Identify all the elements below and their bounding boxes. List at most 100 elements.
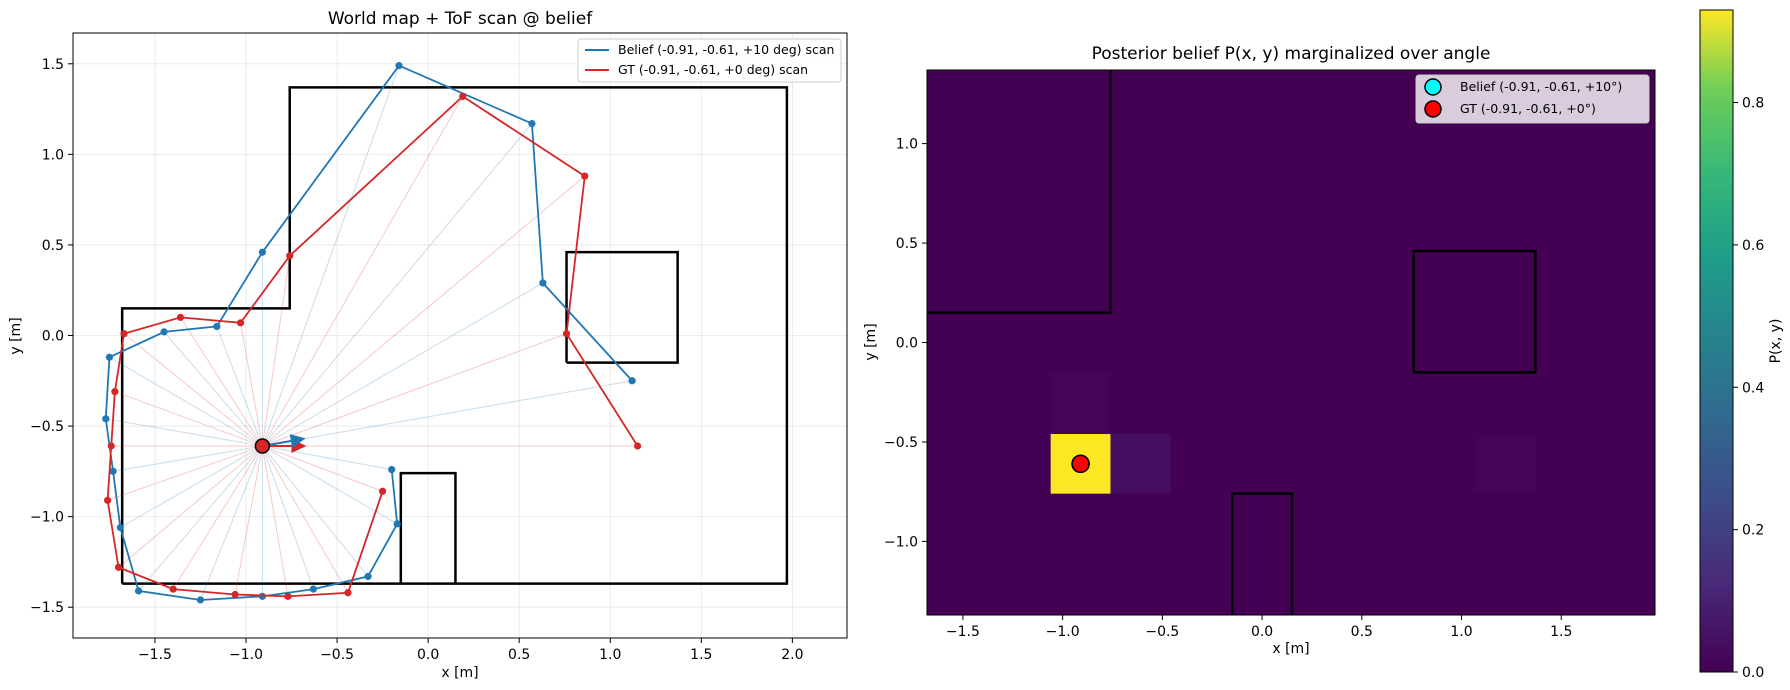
robot-position-marker <box>254 438 271 454</box>
scan-ray <box>261 445 314 590</box>
scan-ray <box>105 418 263 447</box>
right-x-tick-label: 1.5 <box>1550 624 1572 640</box>
belief-scan-point <box>528 119 536 128</box>
belief-scan-point <box>213 322 221 331</box>
gt-scan-point <box>120 330 128 338</box>
scan-ray <box>240 322 263 447</box>
scan-ray <box>262 333 567 447</box>
gt-scan-point <box>459 92 467 100</box>
legend-label-belief: Belief (-0.91, -0.61, +10 deg) scan <box>618 42 834 57</box>
gt-scan-point <box>562 330 571 338</box>
belief-scan-point <box>102 415 110 423</box>
right-legend: Belief (-0.91, -0.61, +10°) GT (-0.91, -… <box>1415 74 1650 124</box>
gt-scan-point <box>176 313 185 321</box>
gt-scan-point <box>114 563 123 571</box>
right-x-tick-label: 0.5 <box>1351 624 1373 640</box>
right-y-tick-label: 1.0 <box>896 137 918 153</box>
left-grid <box>73 33 847 638</box>
left-x-tick-label: 2.0 <box>781 647 803 663</box>
left-x-axis-label: x [m] <box>441 665 478 681</box>
gt-scan-point <box>169 585 177 593</box>
gt-scan-point <box>581 172 589 180</box>
box-obstacle <box>1412 249 1537 374</box>
posterior-belief-panel: Posterior belief P(x, y) marginalized ov… <box>863 44 1656 657</box>
left-x-tick-label: −0.5 <box>320 647 354 663</box>
left-x-tick-label: 1.5 <box>690 647 712 663</box>
belief-scan-point <box>395 62 403 70</box>
legend-label-gt-pose: GT (-0.91, -0.61, +0°) <box>1460 101 1596 116</box>
scan-ray <box>234 445 263 595</box>
gt-scan-point <box>236 319 245 327</box>
left-scan-rays <box>105 65 638 601</box>
scan-ray <box>114 391 263 447</box>
left-plot-area <box>73 33 847 638</box>
scan-ray <box>261 255 291 447</box>
scan-ray <box>261 65 400 447</box>
belief-scan-point <box>109 467 117 475</box>
right-x-tick-label: −1.0 <box>1046 624 1080 640</box>
colorbar-gradient <box>1699 9 1734 673</box>
scan-ray <box>262 123 533 447</box>
colorbar: 0.0 0.2 0.4 0.6 0.8 P(x, y) <box>1699 9 1784 681</box>
right-y-tick-label: 0.5 <box>896 236 918 252</box>
right-x-tick-label: 1.0 <box>1450 624 1472 640</box>
right-legend-box <box>1415 74 1650 124</box>
right-x-tick-label: −0.5 <box>1145 624 1179 640</box>
gt-scan-point <box>111 388 119 396</box>
belief-scan-point <box>160 328 168 336</box>
left-y-tick-label: −1.0 <box>30 510 64 526</box>
outer-wall <box>120 86 789 585</box>
left-y-tick-label: −0.5 <box>30 419 64 435</box>
scan-ray <box>261 445 349 593</box>
right-x-axis-label: x [m] <box>1272 641 1309 657</box>
belief-scan-point <box>393 520 401 528</box>
legend-marker-belief <box>1424 78 1442 96</box>
scan-ray <box>262 445 398 525</box>
left-robot-pose <box>254 434 307 454</box>
scan-ray <box>216 326 263 447</box>
gt-scan-point <box>284 592 292 600</box>
legend-label-belief-pose: Belief (-0.91, -0.61, +10°) <box>1460 79 1622 94</box>
belief-scan-point <box>628 377 636 385</box>
gt-scan-point <box>231 590 239 599</box>
scan-ray <box>262 282 544 447</box>
world-map-scan-panel: World map + ToF scan @ belief −1.5 −1.0 −0… <box>8 9 848 681</box>
right-y-axis-label: y [m] <box>863 323 879 360</box>
pillar-obstacle <box>1230 492 1294 615</box>
scan-ray <box>262 380 633 447</box>
left-x-tick-label: 1.0 <box>599 647 621 663</box>
belief-scan-point <box>258 248 267 256</box>
belief-scan-point <box>134 587 143 595</box>
left-y-axis-label: y [m] <box>8 317 24 354</box>
belief-scan-point <box>116 523 124 532</box>
upper-left-wall <box>927 70 1112 314</box>
scan-ray <box>118 445 263 568</box>
left-y-ticks: −1.5 −1.0 −0.5 0.0 0.5 1.0 1.5 <box>30 57 73 616</box>
gt-pose-marker <box>1071 454 1090 474</box>
scan-ray <box>123 333 263 447</box>
colorbar-label: P(x, y) <box>1768 319 1784 364</box>
right-x-tick-label: 0.0 <box>1251 624 1273 640</box>
colorbar-ticks: 0.0 0.2 0.4 0.6 0.8 <box>1733 96 1764 681</box>
gt-scan-point <box>379 487 387 495</box>
legend-label-gt: GT (-0.91, -0.61, +0 deg) scan <box>618 62 808 77</box>
left-x-tick-label: 0.0 <box>417 647 439 663</box>
right-y-tick-label: −0.5 <box>884 435 918 451</box>
scan-ray <box>262 445 369 577</box>
left-y-tick-label: 1.5 <box>42 57 64 73</box>
scan-ray <box>262 445 383 492</box>
left-y-tick-label: −1.5 <box>30 600 64 616</box>
scan-ray <box>180 317 263 447</box>
belief-scan-point <box>196 596 205 604</box>
right-y-tick-label: 0.0 <box>896 336 918 352</box>
belief-scan-point <box>309 585 317 593</box>
left-x-tick-label: −1.5 <box>138 647 172 663</box>
colorbar-tick-label: 0.4 <box>1742 380 1764 396</box>
scan-ray <box>107 445 263 501</box>
right-x-ticks: −1.5 −1.0 −0.5 0.0 0.5 1.0 1.5 <box>946 615 1572 640</box>
colorbar-tick-label: 0.2 <box>1742 523 1764 539</box>
scan-ray <box>200 445 263 601</box>
scan-ray <box>112 445 263 472</box>
scan-ray <box>163 331 263 447</box>
